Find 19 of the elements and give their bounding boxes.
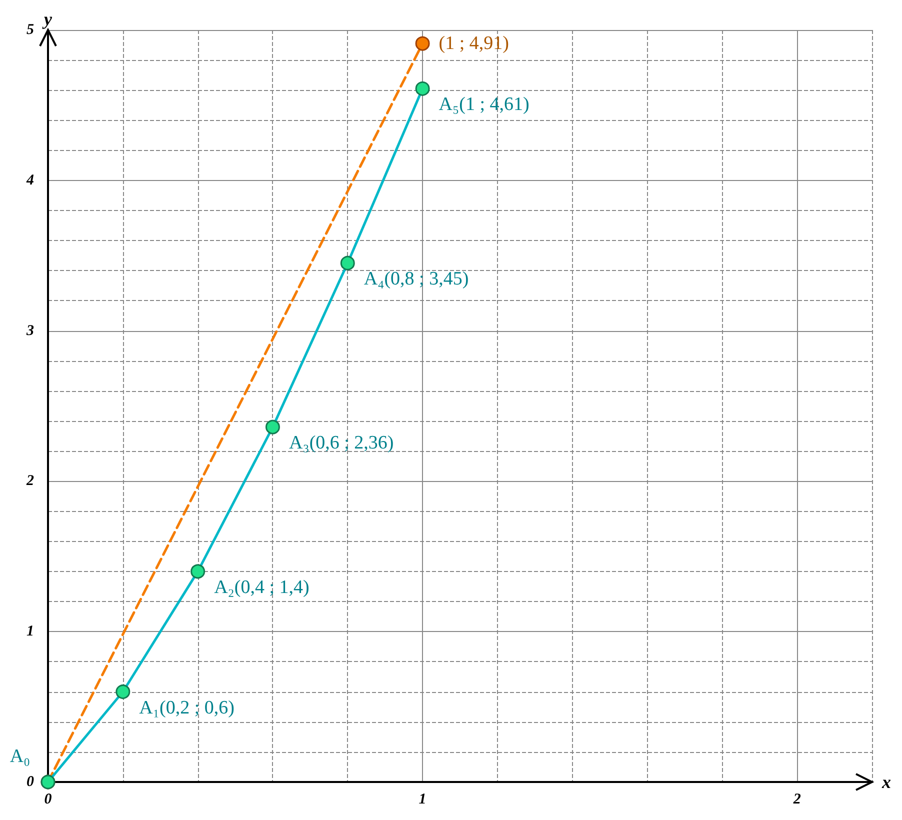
data-label: (1 ; 4,91) xyxy=(438,33,509,54)
y-axis-title: y xyxy=(42,9,53,29)
data-label: A₄(0,8 ; 3,45) xyxy=(364,268,469,290)
y-tick-label: 1 xyxy=(26,624,34,640)
x-tick-label: 1 xyxy=(418,792,426,808)
data-label: A₅(1 ; 4,61) xyxy=(438,94,530,116)
y-tick-label: 3 xyxy=(26,322,34,339)
data-label: A₂(0,4 ; 1,4) xyxy=(214,576,310,598)
data-label: A₁(0,2 ; 0,6) xyxy=(139,697,234,718)
data-label: A₀ xyxy=(10,746,30,767)
y-tick-label: 4 xyxy=(26,172,34,188)
x-tick-label: 0 xyxy=(44,792,52,808)
y-tick-label: 0 xyxy=(26,774,34,790)
x-tick-label: 2 xyxy=(792,792,802,808)
point xyxy=(415,36,430,51)
data-label: A₃(0,6 ; 2,36) xyxy=(288,432,394,454)
x-axis-title: x xyxy=(881,772,891,792)
y-tick-label: 5 xyxy=(26,22,34,38)
y-tick-label: 2 xyxy=(26,473,34,490)
